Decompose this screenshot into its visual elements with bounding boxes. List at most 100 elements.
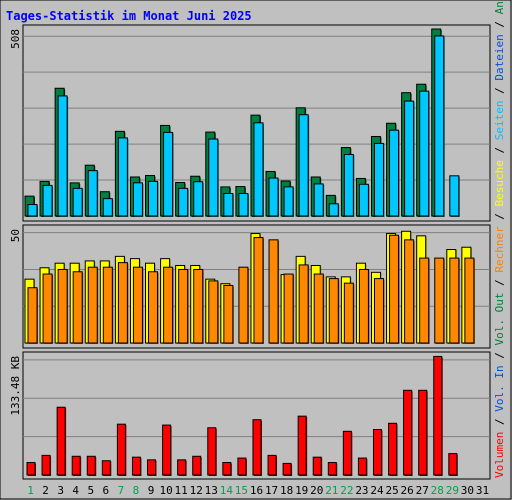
x-tick-label-day-6: 6	[103, 484, 110, 497]
panel-bottom: 133.48 KB	[9, 351, 491, 480]
bar-dateien-day-5	[87, 170, 98, 217]
x-axis-labels: 1 2 3 4 5 6 7 8 9 10 11 12 13 14 15 16 17 18 19 20 21 22 23 24 2…	[27, 484, 489, 497]
legend-separator: /	[493, 412, 506, 432]
x-tick-label-day-7: 7	[118, 484, 125, 497]
bar-rechner-day-25	[389, 234, 400, 344]
x-tick-label-day-18: 18	[280, 484, 293, 497]
bar-rechner-day-3	[57, 268, 68, 344]
legend-rechner: Rechner	[493, 226, 506, 273]
bar-volumen-day-12	[192, 455, 202, 476]
bar-dateien-day-10	[163, 131, 174, 217]
bar-dateien-day-28	[434, 35, 445, 217]
bar-rechner-day-28	[434, 257, 445, 344]
legend-separator: /	[493, 81, 506, 101]
bar-volumen-day-14	[222, 462, 232, 476]
x-tick-label-day-15: 15	[235, 484, 248, 497]
legend-seiten: Seiten	[493, 100, 506, 140]
x-tick-label-day-9: 9	[148, 484, 155, 497]
bar-dateien-day-14	[223, 192, 234, 217]
bar-dateien-day-8	[132, 182, 143, 217]
bar-rechner-day-22	[343, 282, 354, 344]
legend-volumen: Volumen	[493, 432, 506, 478]
bar-volumen-day-26	[403, 389, 413, 476]
bar-rechner-day-16	[253, 237, 264, 344]
y-tick-label: 133.48 KB	[9, 356, 22, 416]
x-tick-label-day-12: 12	[190, 484, 203, 497]
bar-rechner-day-29	[449, 257, 460, 344]
bar-dateien-day-4	[72, 187, 83, 217]
bar-rechner-day-15	[238, 266, 249, 344]
bar-volumen-day-3	[56, 406, 66, 476]
bar-dateien-day-3	[57, 95, 68, 217]
bar-rechner-day-17	[268, 239, 279, 344]
x-tick-label-day-16: 16	[250, 484, 263, 497]
bar-volumen-day-20	[312, 456, 322, 476]
bar-volumen-day-23	[357, 457, 367, 476]
bar-volumen-day-1	[26, 462, 36, 476]
bar-rechner-day-4	[72, 271, 83, 344]
x-tick-label-day-13: 13	[205, 484, 218, 497]
bar-dateien-day-12	[193, 181, 204, 217]
bar-rechner-day-14	[223, 284, 234, 344]
bar-volumen-day-24	[372, 429, 382, 476]
y-tick-label: 50	[9, 229, 22, 242]
bar-volumen-day-4	[71, 455, 81, 476]
x-tick-label-day-1: 1	[27, 484, 34, 497]
x-tick-label-day-31: 31	[476, 484, 489, 497]
x-tick-label-day-2: 2	[42, 484, 49, 497]
x-tick-label-day-23: 23	[355, 484, 368, 497]
bar-rechner-day-11	[178, 268, 189, 344]
bar-dateien-day-24	[373, 142, 384, 217]
bar-dateien-day-21	[328, 203, 339, 217]
bar-rechner-day-30	[464, 257, 475, 344]
x-tick-label-day-14: 14	[220, 484, 234, 497]
bar-dateien-day-25	[389, 129, 400, 217]
bar-rechner-day-5	[87, 266, 98, 344]
x-tick-label-day-22: 22	[340, 484, 353, 497]
bar-volumen-day-17	[267, 454, 277, 476]
bar-volumen-day-2	[41, 454, 51, 476]
bar-rechner-day-13	[208, 280, 219, 344]
bar-dateien-day-23	[358, 183, 369, 217]
x-tick-label-day-28: 28	[431, 484, 444, 497]
bar-dateien-day-11	[178, 187, 189, 217]
x-tick-label-day-4: 4	[72, 484, 79, 497]
right-legend: Volumen / Vol. In / Vol. Out / Rechner /…	[493, 0, 506, 478]
chart-panels: 508 50 133.48 KB	[9, 24, 491, 480]
bar-rechner-day-19	[298, 264, 309, 344]
bar-volumen-day-15	[237, 457, 247, 476]
bar-dateien-day-18	[283, 186, 294, 217]
legend-dateien: Dateien	[493, 34, 506, 80]
bar-dateien-day-2	[42, 184, 53, 217]
bar-dateien-day-20	[313, 183, 324, 217]
legend-vol-in: Vol. In	[493, 365, 506, 411]
bar-dateien-day-27	[419, 90, 430, 217]
bar-rechner-day-7	[117, 262, 128, 344]
bar-dateien-day-1	[27, 204, 38, 217]
bar-rechner-day-27	[419, 257, 430, 344]
legend-separator: /	[493, 206, 506, 226]
bar-rechner-day-6	[102, 266, 113, 344]
legend-vol-out: Vol. Out	[493, 293, 506, 346]
x-tick-label-day-30: 30	[461, 484, 474, 497]
bar-dateien-day-13	[208, 138, 219, 217]
bar-dateien-day-29	[449, 175, 460, 217]
bars-top	[24, 28, 460, 217]
bar-volumen-day-29	[448, 453, 458, 476]
bar-dateien-day-9	[148, 180, 159, 217]
x-tick-label-day-3: 3	[57, 484, 64, 497]
bar-rechner-day-26	[404, 239, 415, 344]
x-tick-label-day-24: 24	[370, 484, 384, 497]
bar-volumen-day-22	[342, 430, 352, 476]
x-tick-label-day-10: 10	[159, 484, 172, 497]
bar-rechner-day-21	[328, 278, 339, 344]
legend-text: Volumen / Vol. In / Vol. Out / Rechner /…	[493, 0, 506, 478]
x-tick-label-day-21: 21	[325, 484, 338, 497]
panel-top: 508	[9, 24, 491, 222]
bar-volumen-day-16	[252, 419, 262, 476]
x-tick-label-day-8: 8	[133, 484, 140, 497]
bar-volumen-day-8	[131, 456, 141, 476]
bar-volumen-day-18	[282, 462, 292, 476]
bar-dateien-day-17	[268, 177, 279, 217]
